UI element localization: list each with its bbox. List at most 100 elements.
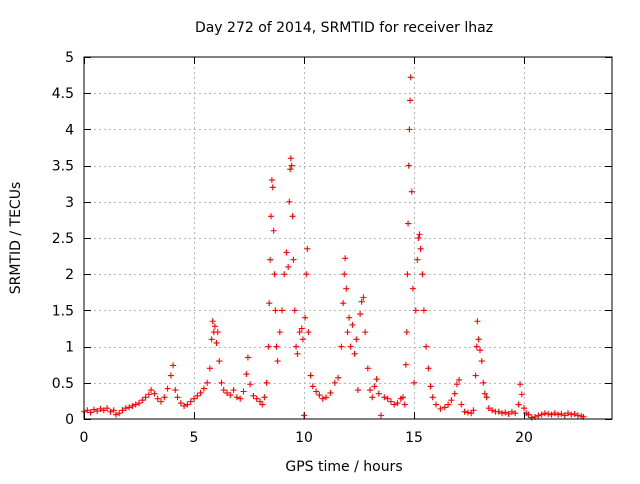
data-point-marker — [290, 256, 297, 263]
tick-layer — [84, 57, 612, 420]
data-point-marker — [342, 255, 349, 262]
data-point-marker — [453, 381, 460, 388]
y-tick-label: 4 — [65, 122, 74, 138]
x-tick-label: 20 — [515, 430, 533, 446]
data-point-marker — [414, 256, 421, 263]
data-point-marker — [299, 336, 306, 343]
data-point-marker — [387, 398, 394, 405]
data-point-marker — [405, 220, 412, 227]
data-point-marker — [331, 379, 338, 386]
data-point-marker — [478, 358, 485, 365]
data-point-marker — [464, 409, 471, 416]
data-point-marker — [472, 372, 479, 379]
data-point-marker — [267, 256, 274, 263]
data-point-marker — [528, 414, 535, 421]
data-point-marker — [555, 411, 562, 418]
data-point-marker — [296, 329, 303, 336]
data-point-marker — [247, 381, 254, 388]
data-point-marker — [287, 166, 294, 173]
data-point-marker — [187, 398, 194, 405]
data-point-marker — [340, 300, 347, 307]
data-point-marker — [230, 387, 237, 394]
data-point-marker — [271, 271, 278, 278]
data-point-marker — [407, 74, 414, 81]
data-point-marker — [303, 271, 310, 278]
data-point-marker — [354, 387, 361, 394]
data-point-marker — [97, 405, 104, 412]
data-point-marker — [209, 318, 216, 325]
data-point-marker — [574, 412, 581, 419]
data-point-marker — [548, 411, 555, 418]
data-point-marker — [164, 385, 171, 392]
data-point-marker — [272, 307, 279, 314]
data-series-srmtid — [81, 74, 587, 421]
data-point-marker — [184, 401, 191, 408]
data-point-marker — [233, 394, 240, 401]
y-tick-label: 4.5 — [52, 86, 74, 102]
data-point-marker — [381, 394, 388, 401]
data-point-marker — [360, 294, 367, 301]
data-point-marker — [505, 410, 512, 417]
data-point-marker — [405, 162, 412, 169]
data-point-marker — [433, 401, 439, 408]
data-point-marker — [132, 401, 139, 408]
data-point-marker — [477, 347, 483, 354]
data-point-marker — [341, 271, 348, 278]
data-point-marker — [154, 395, 161, 402]
data-point-marker — [206, 365, 213, 372]
data-point-marker — [347, 343, 354, 350]
data-point-marker — [281, 271, 288, 278]
data-point-marker — [483, 394, 490, 401]
data-point-marker — [268, 213, 274, 220]
data-point-marker — [515, 401, 522, 408]
y-tick-label: 0 — [65, 412, 74, 428]
data-point-marker — [266, 300, 273, 307]
data-point-marker — [571, 410, 578, 417]
data-point-marker — [240, 388, 247, 395]
data-point-marker — [253, 395, 260, 402]
data-point-marker — [126, 404, 133, 411]
data-point-marker — [485, 405, 492, 412]
data-point-marker — [283, 249, 290, 256]
data-point-marker — [499, 410, 505, 417]
data-point-marker — [305, 329, 312, 336]
data-point-marker — [172, 387, 179, 394]
data-point-marker — [191, 395, 197, 402]
data-point-marker — [148, 387, 155, 394]
data-point-marker — [301, 412, 307, 419]
data-point-marker — [409, 285, 416, 292]
data-point-marker — [456, 376, 463, 383]
data-point-marker — [346, 314, 353, 321]
data-point-marker — [403, 329, 410, 336]
data-point-marker — [158, 398, 164, 405]
data-point-marker — [565, 410, 571, 417]
data-point-marker — [216, 358, 223, 365]
data-point-marker — [307, 372, 314, 379]
data-point-marker — [470, 407, 477, 414]
data-point-marker — [448, 397, 455, 404]
data-point-marker — [243, 371, 250, 378]
data-point-marker — [423, 343, 430, 350]
data-point-marker — [545, 410, 552, 417]
data-point-marker — [204, 379, 211, 386]
data-point-marker — [373, 376, 380, 383]
data-point-marker — [110, 407, 117, 414]
x-tick-label: 15 — [405, 430, 423, 446]
data-point-marker — [268, 177, 275, 184]
data-point-marker — [145, 391, 152, 398]
data-point-marker — [568, 411, 575, 418]
data-point-marker — [208, 336, 215, 343]
data-point-marker — [535, 412, 542, 419]
data-point-marker — [323, 394, 329, 401]
data-point-marker — [220, 387, 227, 394]
data-point-marker — [170, 362, 177, 369]
data-point-marker — [244, 354, 251, 361]
data-point-marker — [279, 307, 285, 314]
data-point-marker — [495, 408, 502, 415]
data-point-marker — [293, 343, 300, 350]
data-point-marker — [298, 325, 305, 332]
data-point-marker — [87, 409, 94, 416]
data-point-marker — [294, 350, 301, 357]
data-point-marker — [161, 394, 168, 401]
